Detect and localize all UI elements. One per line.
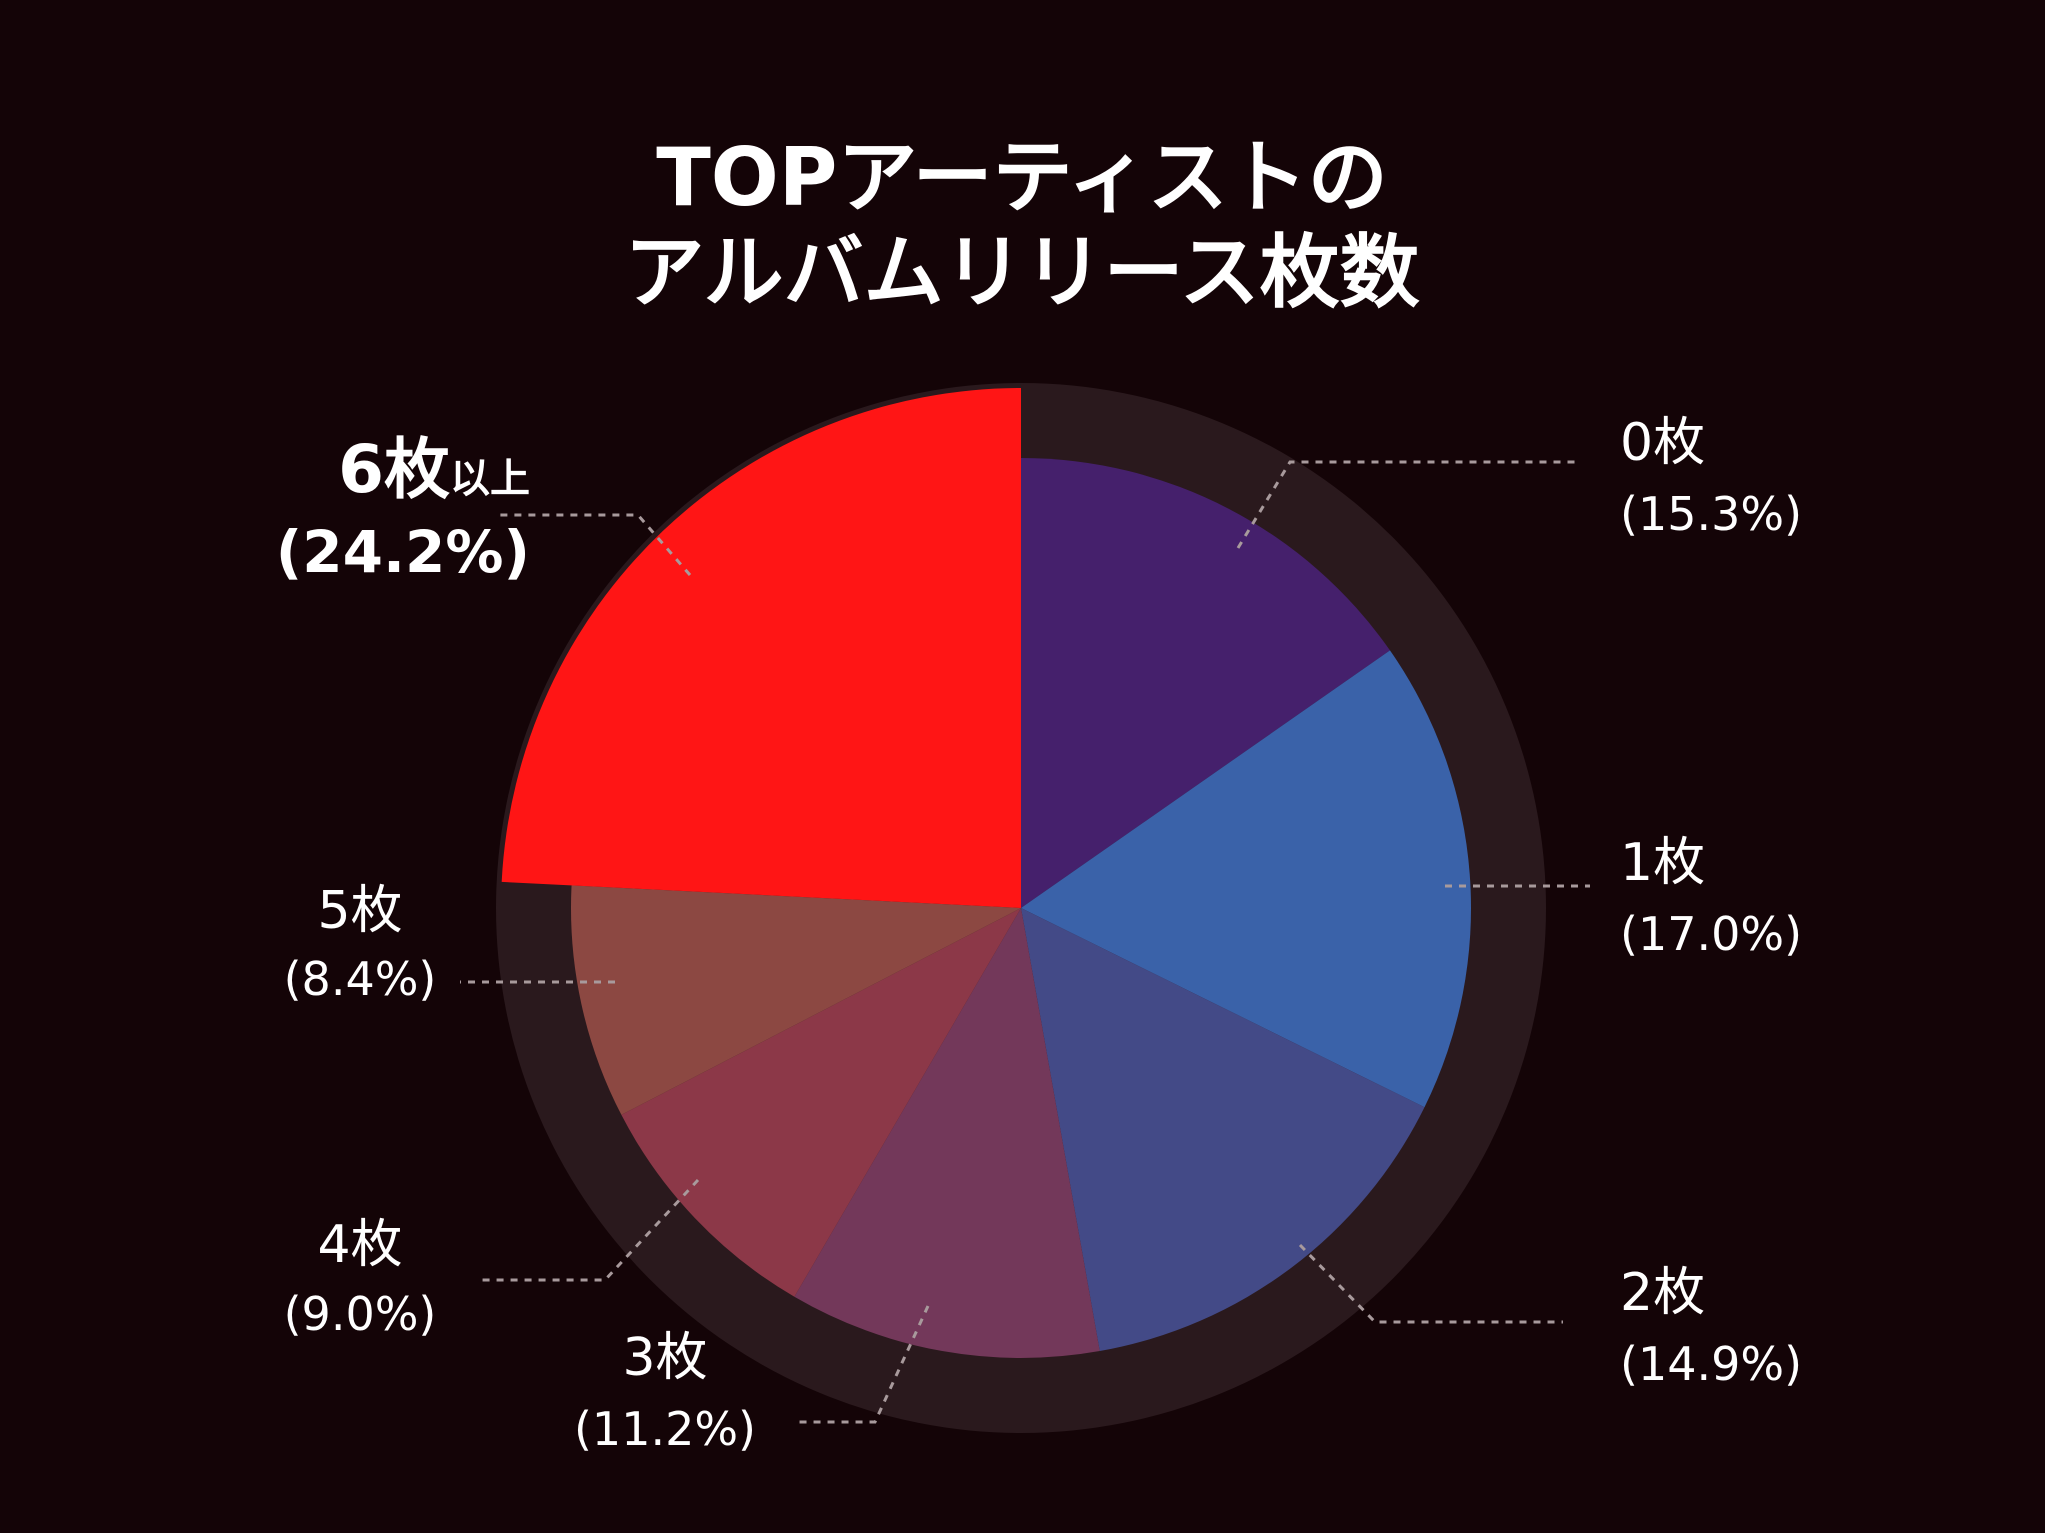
slice-label-4: 4枚: [317, 1215, 402, 1275]
slice-pct-4: (9.0%): [284, 1287, 437, 1341]
slice-label-main-2: 2枚: [1620, 1263, 1705, 1323]
slice-label-1: 1枚: [1620, 833, 1705, 893]
slice-pct-2: (14.9%): [1620, 1337, 1802, 1391]
slice-label-main-6: 6枚: [338, 431, 450, 508]
leader-line-4: [480, 1178, 700, 1282]
pie-slice-2: [1021, 908, 1425, 1352]
pie-slice-3: [794, 908, 1100, 1358]
chart-title-line-2: アルバムリリース枚数: [624, 226, 1419, 319]
slice-label-main-4: 4枚: [317, 1215, 402, 1275]
slice-pct-5: (8.4%): [284, 952, 437, 1006]
chart-title-line-1: TOPアーティストの: [656, 131, 1388, 224]
leader-line-6: [495, 513, 692, 576]
pie-slice-1: [1021, 650, 1471, 1108]
slice-pct-3: (11.2%): [574, 1402, 756, 1456]
slice-pct-6: (24.2%): [276, 518, 530, 586]
slice-pct-1: (17.0%): [1620, 907, 1802, 961]
slice-label-suffix-6: 以上: [450, 456, 530, 502]
slice-label-main-1: 1枚: [1620, 833, 1705, 893]
slice-label-main-5: 5枚: [317, 881, 402, 941]
slice-label-5: 5枚: [317, 881, 402, 941]
slice-label-0: 0枚: [1620, 413, 1705, 473]
leader-line-0: [1236, 460, 1580, 549]
label-layer: 0枚 (15.3%) 1枚 (17.0%) 2枚 (14.9%) 3枚 (11.2%) 4枚 (9…: [276, 413, 1802, 1456]
pie-slice-5: [571, 885, 1021, 1115]
pie-slice-0: [1021, 458, 1390, 908]
slice-label-3: 3枚: [622, 1328, 707, 1388]
pie-slice-6: [501, 388, 1021, 908]
slice-label-6: 6枚以上: [338, 431, 530, 508]
leader-line-3: [795, 1305, 930, 1424]
slice-label-main-3: 3枚: [622, 1328, 707, 1388]
slice-pct-0: (15.3%): [1620, 487, 1802, 541]
pie-layer: [496, 383, 1546, 1433]
slice-label-2: 2枚: [1620, 1263, 1705, 1323]
slice-label-main-0: 0枚: [1620, 413, 1705, 473]
pie-slice-4: [621, 908, 1021, 1297]
